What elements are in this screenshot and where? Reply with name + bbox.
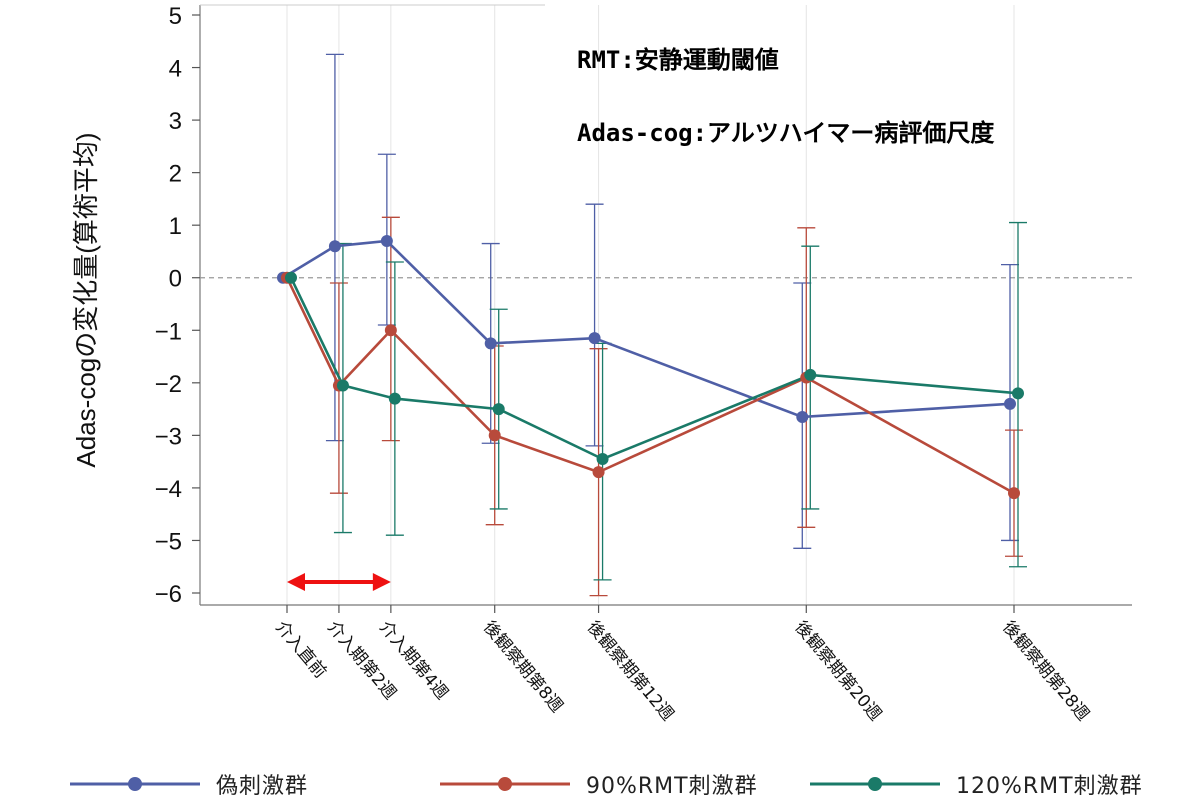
- y-tick-label: 1: [169, 213, 182, 240]
- intervention-arrow: [287, 573, 391, 591]
- x-tick-label: 介入直前: [271, 617, 330, 682]
- y-tick-label: −3: [155, 423, 182, 450]
- y-tick-label: 3: [169, 108, 182, 135]
- y-tick-label: −6: [155, 581, 182, 608]
- x-tick-label: 後観察期第8週: [479, 617, 567, 716]
- arrow-head-right: [372, 573, 391, 591]
- legend-item-90rmt: 90%RMT刺激群: [440, 764, 810, 804]
- data-point: [285, 271, 297, 284]
- legend-item-120rmt: 120%RMT刺激群: [810, 764, 1180, 804]
- adas-definition-note: Adas-cog:アルツハイマー病評価尺度: [577, 119, 995, 147]
- legend-label-120rmt: 120%RMT刺激群: [956, 774, 1143, 799]
- y-axis-ticks: 5 4 3 2 1 0 −1 −2 −3 −4 −5 −6: [155, 3, 200, 608]
- data-point: [1004, 397, 1016, 410]
- legend-label-90rmt: 90%RMT刺激群: [586, 774, 758, 799]
- y-tick-label: −1: [155, 318, 182, 345]
- x-tick-label: 後観察期第12週: [583, 617, 678, 725]
- y-tick-label: 4: [169, 56, 182, 83]
- legend-swatch-90rmt: [440, 777, 570, 791]
- y-axis-label: Adas-cogの変化量(算術平均): [71, 132, 101, 467]
- x-tick-label: 後観察期第20週: [790, 617, 885, 725]
- rmt-definition-note: RMT:安静運動閾値: [577, 46, 779, 74]
- data-point: [384, 324, 397, 337]
- data-point: [1008, 487, 1020, 500]
- data-point: [484, 337, 497, 350]
- y-tick-label: −2: [155, 371, 182, 398]
- x-axis-ticks: 介入直前介入期第2週介入期第4週 後観察期第8週 後観察期第12週 後観察期第20週後…: [271, 605, 1093, 725]
- vertical-gridlines: [286, 5, 1015, 605]
- series-line: [285, 277, 1015, 495]
- data-point: [328, 240, 341, 253]
- series-lines: [282, 239, 1019, 495]
- y-tick-label: −5: [155, 528, 182, 555]
- y-tick-label: 5: [169, 3, 182, 30]
- data-point: [492, 403, 505, 416]
- y-tick-label: 0: [169, 266, 182, 293]
- series-line: [289, 277, 1019, 461]
- legend-label-sham: 偽刺激群: [216, 774, 309, 799]
- data-point: [588, 332, 601, 345]
- y-tick-label: −4: [155, 476, 182, 503]
- data-point: [796, 410, 809, 423]
- legend-swatch-sham: [70, 777, 200, 791]
- data-point: [380, 234, 393, 247]
- axes: [199, 4, 1132, 606]
- y-tick-label: 2: [169, 161, 182, 188]
- data-point: [388, 392, 401, 405]
- data-point: [592, 466, 605, 479]
- data-point: [336, 379, 349, 392]
- legend-item-sham: 偽刺激群: [70, 764, 440, 804]
- data-point: [596, 453, 609, 466]
- legend: 偽刺激群 90%RMT刺激群 120%RMT刺激群: [70, 764, 1180, 804]
- legend-swatch-120rmt: [810, 777, 940, 791]
- data-point: [488, 429, 501, 442]
- arrow-head-left: [287, 573, 305, 591]
- x-tick-label: 後観察期第28週: [998, 617, 1093, 725]
- data-point: [804, 368, 817, 381]
- data-point: [1012, 387, 1024, 400]
- series-points: [277, 234, 1024, 500]
